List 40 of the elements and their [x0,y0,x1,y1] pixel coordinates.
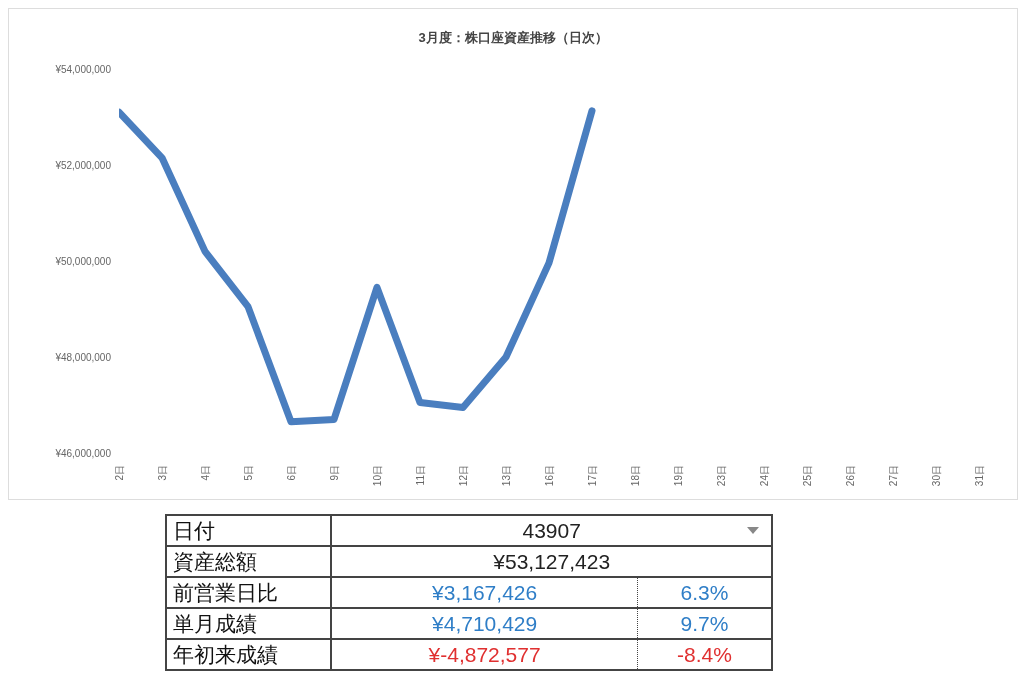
x-tick-label: 2日 [113,465,125,481]
x-tick-label: 31日 [973,465,985,487]
y-tick-label: ¥50,000,000 [54,255,112,267]
text: 43907 [331,515,772,546]
y-tick-label: ¥52,000,000 [54,159,112,171]
x-tick-label: 10日 [371,465,383,487]
x-tick-label: 11日 [414,465,426,486]
text: 日付 [166,515,332,546]
text: ¥4,710,429 [331,608,638,639]
text: -8.4% [637,639,772,670]
x-tick-label: 6日 [285,465,297,481]
x-tick-label: 3日 [156,465,168,481]
x-tick-label: 13日 [500,465,512,487]
x-tick-label: 27日 [887,465,899,487]
x-tick-label: 23日 [715,465,727,487]
text: ¥3,167,426 [331,577,638,608]
x-tick-label: 4日 [199,465,211,481]
y-tick-label: ¥54,000,000 [54,63,112,75]
x-tick-label: 25日 [801,465,813,487]
x-tick-label: 30日 [930,465,942,487]
text: ¥-4,872,577 [331,639,638,670]
x-tick-label: 9日 [328,465,340,481]
text: 6.3% [637,577,772,608]
x-tick-label: 26日 [844,465,856,487]
y-tick-label: ¥48,000,000 [54,351,112,363]
x-tick-label: 24日 [758,465,770,487]
x-tick-label: 12日 [457,465,469,487]
text: 単月成績 [166,608,332,639]
x-tick-label: 5日 [242,465,254,481]
x-tick-label: 17日 [586,465,598,487]
text: ¥53,127,423 [331,546,772,577]
y-tick-label: ¥46,000,000 [54,447,112,459]
x-tick-label: 18日 [629,465,641,487]
x-tick-label: 19日 [672,465,684,487]
chart-title: 3月度：株口座資産推移（日次） [417,29,609,47]
text: 資産総額 [166,546,332,577]
text: 前営業日比 [166,577,332,608]
text: 9.7% [637,608,772,639]
text: 年初来成績 [166,639,332,670]
x-tick-label: 16日 [543,465,555,487]
